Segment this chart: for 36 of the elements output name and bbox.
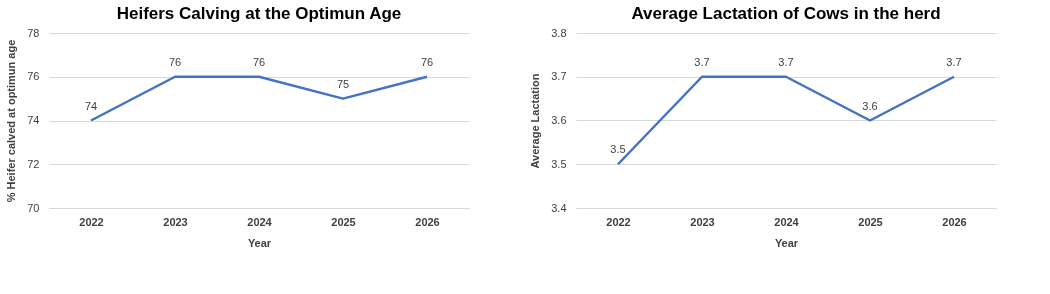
data-label: 76 xyxy=(168,55,182,68)
x-tick-label: 2024 xyxy=(247,215,273,228)
data-label: 3.5 xyxy=(610,143,626,156)
x-axis-title: Year xyxy=(247,236,272,249)
x-tick-label: 2026 xyxy=(415,215,440,228)
y-tick-label: 3.6 xyxy=(551,114,567,126)
y-tick-label: 3.8 xyxy=(551,26,567,39)
y-axis-title: % Heifer calved at optimun age xyxy=(5,39,18,203)
y-axis-title: Average Lactation xyxy=(529,73,542,169)
y-tick-label: 70 xyxy=(27,201,40,214)
chart-title: Average Lactation of Cows in the herd xyxy=(631,4,941,23)
data-label: 76 xyxy=(252,55,266,68)
y-tick-label: 76 xyxy=(27,70,40,83)
x-tick-label: 2024 xyxy=(774,215,800,228)
data-label: 3.6 xyxy=(862,99,878,112)
y-tick-label: 3.4 xyxy=(551,201,567,214)
x-tick-label: 2023 xyxy=(690,215,715,228)
data-label: 76 xyxy=(420,55,434,68)
y-tick-label: 3.5 xyxy=(551,157,567,170)
data-label: 75 xyxy=(336,77,350,90)
y-tick-label: 3.7 xyxy=(551,70,567,83)
data-label: 3.7 xyxy=(946,55,962,68)
x-tick-label: 2023 xyxy=(163,215,188,228)
x-tick-label: 2022 xyxy=(606,215,631,228)
y-tick-label: 74 xyxy=(27,114,40,126)
y-tick-label: 78 xyxy=(27,26,40,39)
data-label: 74 xyxy=(84,99,98,112)
x-tick-label: 2025 xyxy=(331,215,356,228)
y-tick-label: 72 xyxy=(27,157,40,170)
x-axis-title: Year xyxy=(774,236,799,249)
x-tick-label: 2025 xyxy=(858,215,883,228)
x-tick-label: 2022 xyxy=(79,215,104,228)
x-tick-label: 2026 xyxy=(942,215,967,228)
data-label: 3.7 xyxy=(694,55,710,68)
chart-title: Heifers Calving at the Optimun Age xyxy=(116,4,402,23)
data-label: 3.7 xyxy=(778,55,794,68)
